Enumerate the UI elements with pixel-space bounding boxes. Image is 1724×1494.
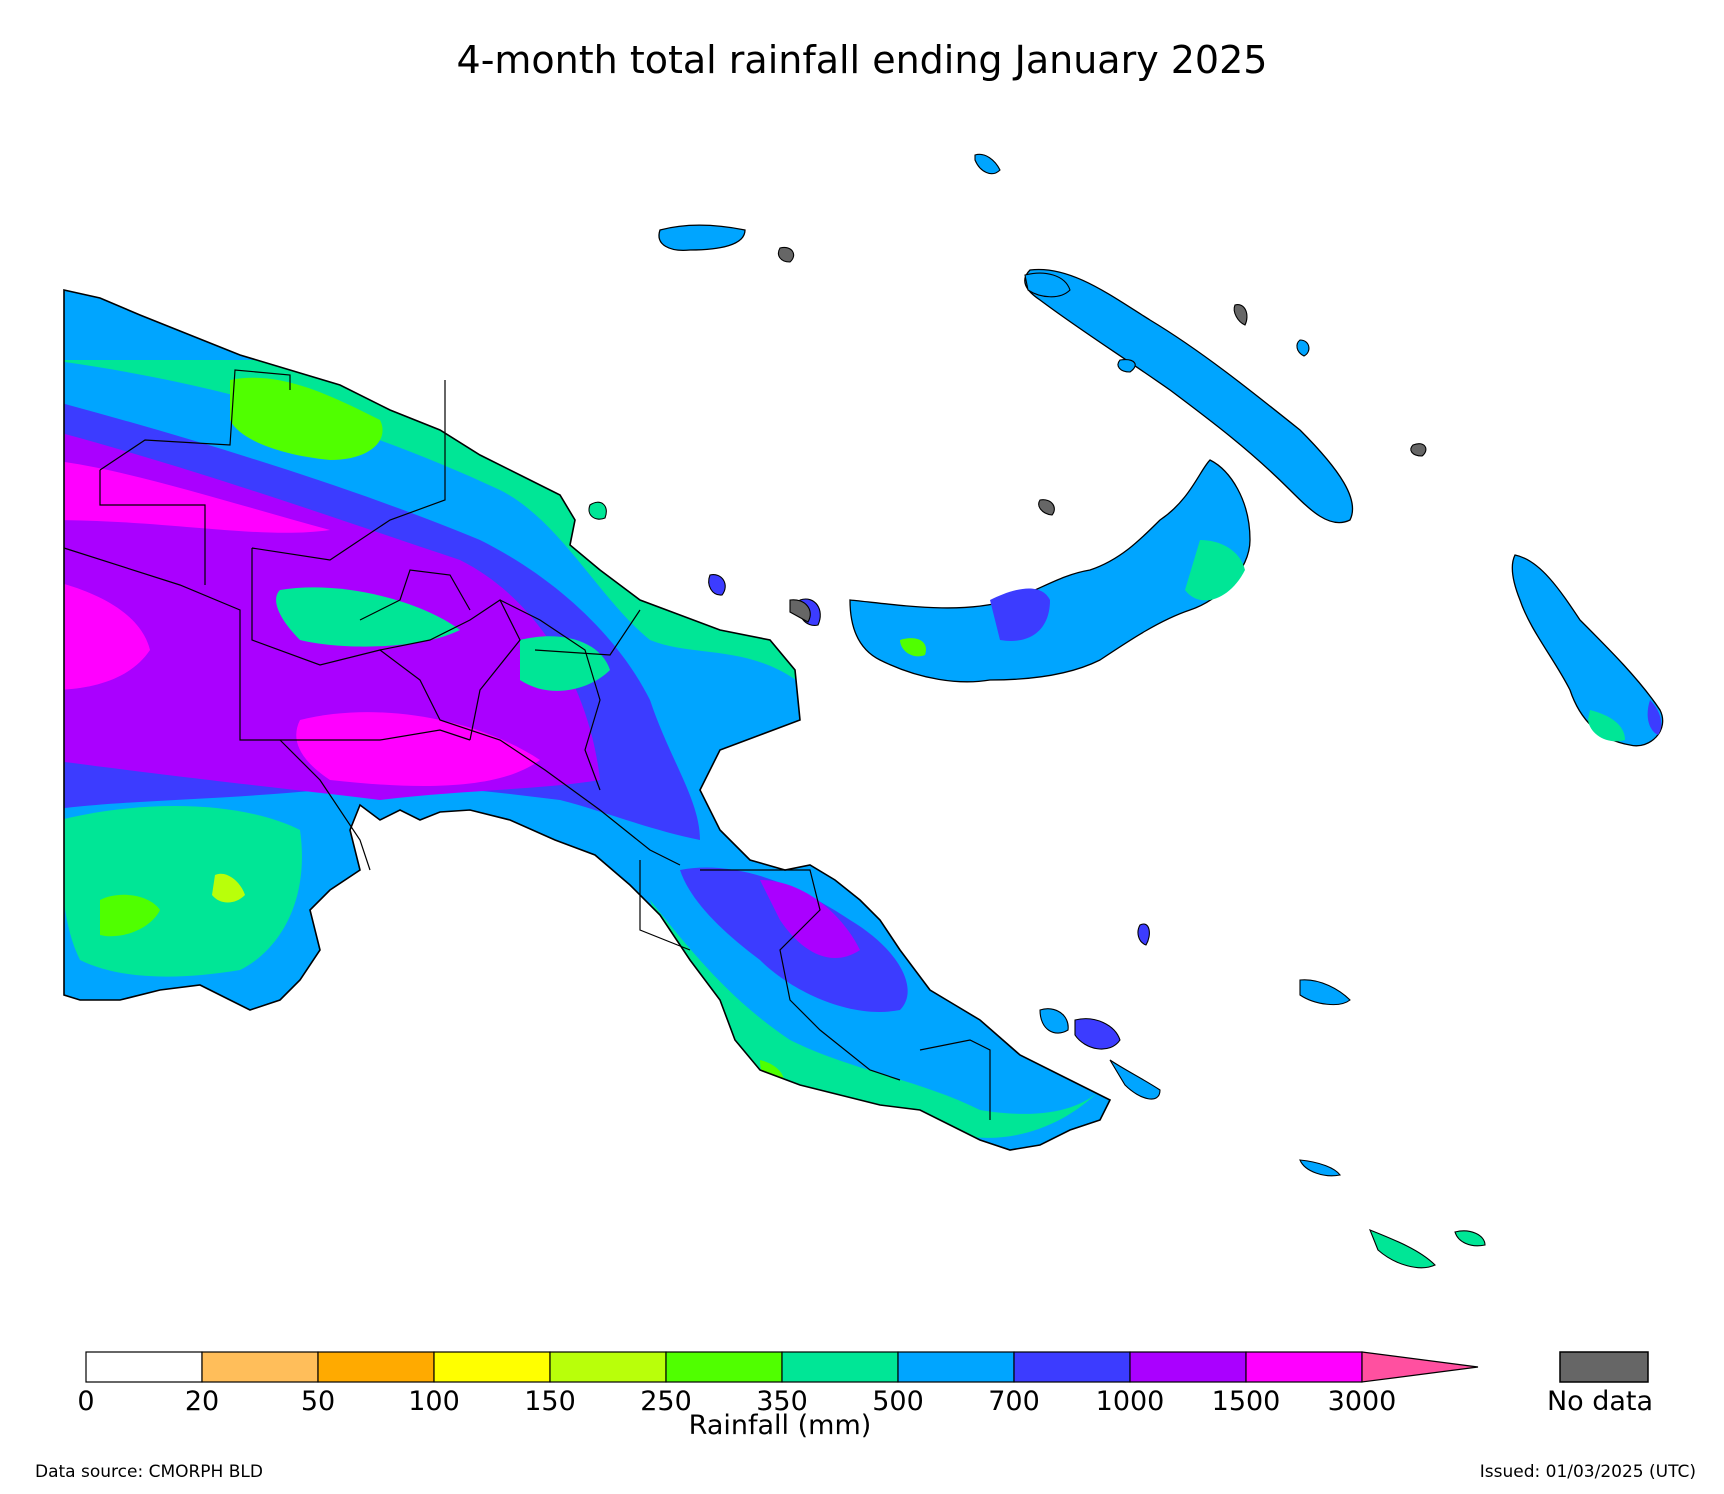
colorbar-tick: 500	[872, 1386, 924, 1417]
issued-date: Issued: 01/03/2025 (UTC)	[1479, 1462, 1696, 1482]
data-source: Data source: CMORPH BLD	[35, 1462, 263, 1482]
colorbar-tick: 250	[640, 1386, 692, 1417]
colorbar-tick: 3000	[1327, 1386, 1397, 1417]
colorbar-bin-350-500	[781, 1351, 899, 1383]
colorbar-bin-1000-1500	[1129, 1351, 1247, 1383]
new-britain	[849, 459, 1251, 683]
colorbar-tick: 100	[408, 1386, 460, 1417]
nodata-label: No data	[1546, 1386, 1654, 1417]
colorbar-bin-20-50	[201, 1351, 319, 1383]
new-ireland	[1024, 268, 1354, 524]
colorbar-bin-250-350	[665, 1351, 783, 1383]
colorbar-tick: 700	[988, 1386, 1040, 1417]
colorbar-bin-50-100	[317, 1351, 435, 1383]
bougainville	[1511, 554, 1664, 747]
colorbar-bin-500-700	[897, 1351, 1015, 1383]
mainland-coastline	[63, 289, 1112, 1151]
mainland-rainfall-fill	[64, 290, 1110, 1150]
colorbar-tick: 20	[184, 1386, 220, 1417]
nodata-swatch	[1559, 1351, 1649, 1383]
colorbar-bin-150-250	[549, 1351, 667, 1383]
colorbar-tick: 1000	[1095, 1386, 1165, 1417]
colorbar-bin-100-150	[433, 1351, 551, 1383]
colorbar-bin-700-1000	[1013, 1351, 1131, 1383]
colorbar-bin-1500-3000	[1245, 1351, 1363, 1383]
map-title: 4-month total rainfall ending January 20…	[456, 38, 1268, 82]
colorbar-tick: 1500	[1211, 1386, 1281, 1417]
colorbar-overflow-arrow	[1361, 1351, 1479, 1383]
colorbar-bin-0-20	[85, 1351, 203, 1383]
colorbar-tick: 50	[300, 1386, 336, 1417]
colorbar	[85, 1351, 1479, 1383]
colorbar-label: Rainfall (mm)	[688, 1410, 872, 1441]
colorbar-tick: 350	[756, 1386, 808, 1417]
colorbar-tick: 0	[77, 1386, 95, 1417]
manus-island	[658, 224, 746, 251]
small-islands	[588, 153, 1486, 1269]
province-boundaries	[63, 369, 991, 1120]
colorbar-tick: 150	[524, 1386, 576, 1417]
